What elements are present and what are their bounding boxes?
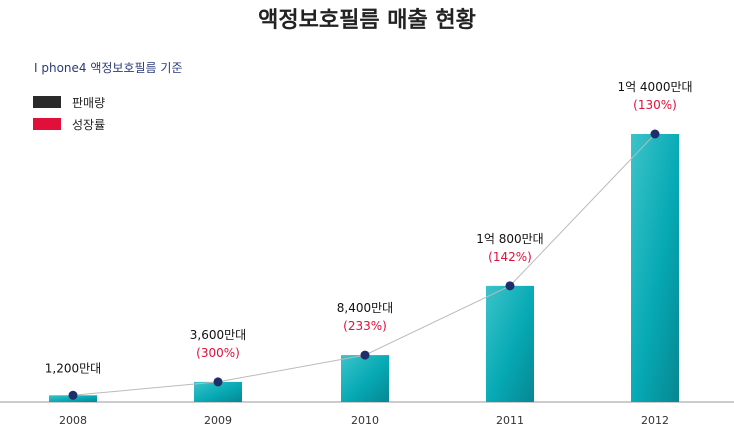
legend-label-sales: 판매량	[72, 96, 105, 110]
point-2010	[360, 350, 370, 360]
value-label-2011: 1억 800만대	[476, 232, 543, 246]
value-label-2012: 1억 4000만대	[617, 80, 692, 94]
x-ticks-group: 2008 2009 2010 2011 2012	[59, 414, 669, 427]
bar-2012	[631, 134, 679, 402]
x-tick-2008: 2008	[59, 414, 87, 427]
point-2011	[505, 281, 515, 291]
growth-label-2012: (130%)	[633, 98, 677, 112]
x-tick-2012: 2012	[641, 414, 669, 427]
bar-2009	[194, 381, 242, 402]
chart-subtitle: I phone4 액정보호필름 기준	[34, 61, 183, 75]
point-2009	[213, 377, 223, 387]
bar-2010	[341, 355, 389, 402]
legend-swatch-sales	[33, 96, 61, 108]
value-label-2008: 1,200만대	[45, 361, 101, 375]
chart-title: 액정보호필름 매출 현황	[258, 8, 476, 33]
labels-group: 1,200만대 3,600만대 (300%) 8,400만대 (233%) 1억 800만…	[45, 80, 693, 375]
points-group	[68, 129, 660, 400]
growth-label-2010: (233%)	[343, 319, 387, 333]
point-2008	[68, 390, 78, 400]
bar-2011	[486, 285, 534, 402]
x-tick-2010: 2010	[351, 414, 379, 427]
legend-swatch-growth	[33, 118, 61, 130]
point-2012	[650, 129, 660, 139]
legend: 판매량 성장률	[33, 96, 105, 132]
x-tick-2009: 2009	[204, 414, 232, 427]
x-tick-2011: 2011	[496, 414, 524, 427]
legend-label-growth: 성장률	[72, 118, 105, 132]
value-label-2009: 3,600만대	[190, 328, 246, 342]
growth-label-2011: (142%)	[488, 250, 532, 264]
growth-label-2009: (300%)	[196, 346, 240, 360]
value-label-2010: 8,400만대	[337, 301, 393, 315]
bars-group	[49, 134, 679, 402]
